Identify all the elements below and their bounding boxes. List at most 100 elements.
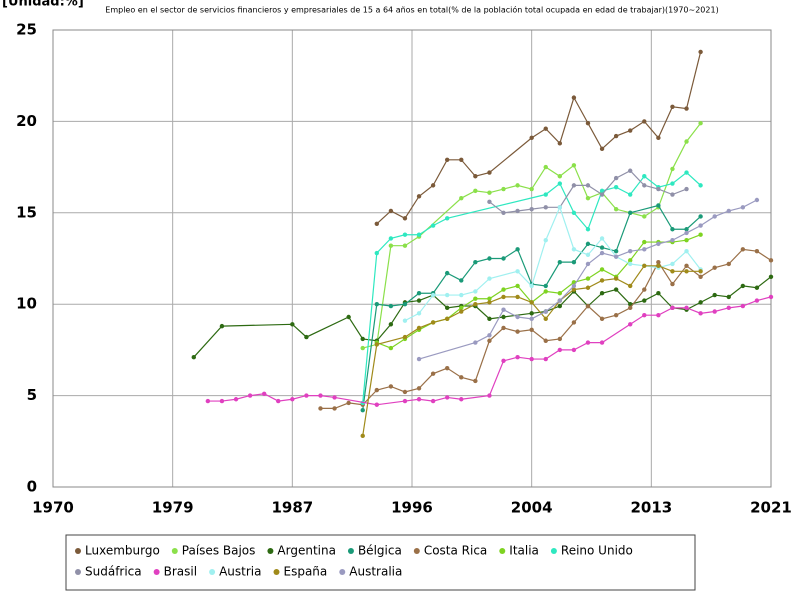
data-point bbox=[416, 232, 422, 237]
legend-label: Sudáfrica bbox=[85, 565, 142, 579]
data-point bbox=[557, 141, 563, 146]
data-point bbox=[599, 192, 605, 197]
data-point bbox=[360, 433, 365, 439]
data-point bbox=[304, 334, 309, 340]
legend-label: Países Bajos bbox=[182, 544, 256, 558]
data-point bbox=[656, 203, 661, 208]
series-line bbox=[362, 265, 701, 436]
data-point bbox=[642, 263, 647, 269]
data-point bbox=[487, 333, 492, 338]
data-point bbox=[388, 384, 394, 389]
data-point bbox=[459, 375, 464, 380]
data-point bbox=[571, 247, 577, 252]
data-point bbox=[388, 208, 394, 214]
data-point bbox=[557, 174, 563, 179]
data-point bbox=[402, 243, 408, 248]
data-point bbox=[374, 221, 380, 226]
data-point bbox=[205, 398, 211, 404]
data-point bbox=[360, 345, 365, 351]
x-tick-label: 1970 bbox=[32, 499, 74, 517]
data-point bbox=[642, 247, 647, 252]
data-point bbox=[670, 166, 675, 172]
data-point bbox=[628, 305, 633, 311]
data-point bbox=[543, 356, 548, 362]
data-point bbox=[529, 316, 534, 322]
data-point bbox=[628, 261, 633, 267]
data-point bbox=[684, 170, 689, 175]
data-point bbox=[444, 270, 450, 276]
x-tick-label: 1987 bbox=[271, 499, 313, 517]
data-point bbox=[473, 289, 478, 294]
data-point bbox=[628, 283, 633, 289]
data-point bbox=[571, 210, 577, 215]
data-point bbox=[529, 300, 534, 305]
data-point bbox=[360, 336, 365, 342]
data-point bbox=[374, 250, 380, 256]
data-point bbox=[571, 95, 577, 100]
data-point bbox=[543, 338, 548, 343]
data-point bbox=[487, 316, 492, 322]
data-point bbox=[642, 214, 647, 219]
data-point bbox=[599, 245, 605, 250]
data-point bbox=[219, 323, 225, 329]
data-point bbox=[487, 170, 492, 175]
data-point bbox=[444, 157, 450, 162]
data-point bbox=[599, 188, 605, 194]
data-point bbox=[501, 307, 506, 312]
legend-box bbox=[65, 534, 696, 591]
data-point bbox=[304, 393, 309, 398]
data-point bbox=[670, 281, 675, 287]
data-point bbox=[529, 327, 534, 332]
data-point bbox=[698, 214, 703, 219]
data-point bbox=[515, 208, 520, 214]
data-point bbox=[374, 302, 380, 307]
data-point bbox=[698, 300, 703, 305]
data-point bbox=[599, 146, 605, 152]
data-point bbox=[543, 164, 548, 170]
data-point bbox=[670, 192, 675, 197]
data-point bbox=[670, 305, 675, 311]
data-point bbox=[515, 294, 520, 300]
legend-marker bbox=[75, 569, 81, 575]
data-point bbox=[670, 238, 675, 243]
data-point bbox=[613, 287, 619, 292]
data-point bbox=[529, 206, 534, 212]
data-point bbox=[628, 210, 633, 215]
data-point bbox=[557, 336, 563, 342]
legend-marker bbox=[499, 548, 506, 554]
data-point bbox=[726, 294, 731, 300]
data-point bbox=[473, 259, 478, 265]
data-point bbox=[571, 347, 577, 353]
data-point bbox=[768, 274, 774, 279]
data-point bbox=[430, 223, 436, 228]
data-point bbox=[430, 398, 436, 404]
data-point bbox=[684, 269, 689, 274]
data-point bbox=[740, 303, 746, 309]
data-point bbox=[402, 389, 408, 395]
data-point bbox=[529, 356, 534, 362]
series-line bbox=[418, 199, 758, 360]
data-point bbox=[473, 296, 478, 301]
series-line bbox=[207, 296, 772, 406]
data-point bbox=[501, 314, 506, 320]
data-point bbox=[374, 387, 380, 393]
data-point bbox=[628, 168, 633, 173]
y-tick-label: 25 bbox=[16, 21, 37, 39]
data-point bbox=[487, 256, 492, 261]
data-point bbox=[487, 276, 492, 281]
data-point bbox=[754, 298, 760, 303]
data-point bbox=[754, 248, 760, 254]
data-point bbox=[684, 263, 689, 269]
data-point bbox=[642, 287, 647, 292]
data-point bbox=[346, 314, 351, 320]
data-point bbox=[374, 402, 380, 407]
data-point bbox=[585, 276, 591, 281]
data-point bbox=[557, 303, 563, 309]
legend-marker bbox=[267, 548, 274, 554]
data-point bbox=[684, 230, 689, 236]
data-point bbox=[388, 322, 394, 327]
data-point bbox=[613, 133, 619, 139]
data-point bbox=[613, 175, 619, 181]
data-point bbox=[515, 247, 520, 252]
legend-label: Reino Unido bbox=[561, 544, 633, 558]
